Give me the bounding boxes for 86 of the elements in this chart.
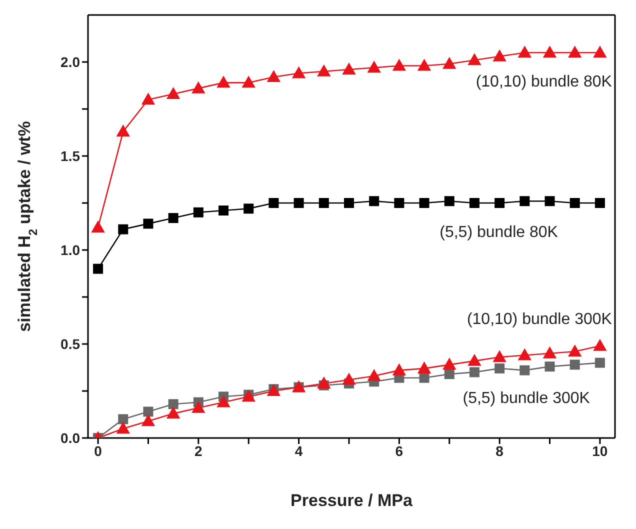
point bbox=[118, 224, 128, 234]
point bbox=[394, 198, 404, 208]
point bbox=[392, 59, 406, 71]
point bbox=[268, 198, 279, 208]
point bbox=[469, 367, 480, 378]
point bbox=[593, 46, 606, 58]
point bbox=[520, 365, 530, 376]
point bbox=[544, 362, 555, 372]
point bbox=[418, 59, 431, 71]
series-label: (10,10) bundle 300K bbox=[466, 310, 612, 328]
point bbox=[166, 407, 180, 419]
point bbox=[543, 46, 556, 58]
point bbox=[444, 196, 454, 206]
point bbox=[518, 348, 532, 360]
point bbox=[494, 198, 505, 208]
point bbox=[570, 360, 580, 370]
point bbox=[217, 396, 230, 408]
point bbox=[318, 198, 329, 208]
point bbox=[93, 264, 104, 274]
point bbox=[267, 70, 280, 82]
x-tick-label: 10 bbox=[592, 442, 608, 459]
point bbox=[242, 76, 256, 88]
point bbox=[168, 213, 178, 224]
point bbox=[166, 87, 180, 99]
y-tick-label: 1.0 bbox=[60, 242, 80, 258]
x-tick-label: 8 bbox=[496, 442, 504, 459]
point bbox=[418, 362, 431, 374]
point bbox=[568, 345, 582, 357]
point bbox=[593, 339, 606, 351]
point bbox=[116, 125, 130, 137]
point bbox=[493, 350, 506, 362]
point bbox=[518, 46, 532, 58]
series-label: (5,5) bundle 300K bbox=[462, 390, 590, 407]
y-tick-label: 1.5 bbox=[60, 148, 80, 164]
y-tick-label: 0.5 bbox=[60, 336, 80, 352]
point bbox=[344, 198, 354, 208]
x-axis-title: Pressure / MPa bbox=[290, 491, 413, 510]
series-label: (10,10) bundle 80K bbox=[476, 74, 612, 91]
point bbox=[419, 372, 430, 383]
point bbox=[520, 196, 530, 206]
point bbox=[142, 93, 155, 105]
point bbox=[368, 61, 381, 73]
point bbox=[570, 198, 580, 208]
point bbox=[543, 346, 556, 358]
point bbox=[292, 66, 306, 78]
point bbox=[469, 198, 480, 208]
point bbox=[317, 64, 330, 76]
point bbox=[192, 401, 205, 413]
series-label: (5,5) bundle 80K bbox=[440, 224, 558, 241]
y-tick-label: 2.0 bbox=[60, 54, 80, 70]
point bbox=[294, 198, 304, 208]
y-tick-label: 0.0 bbox=[60, 430, 80, 446]
point bbox=[494, 363, 505, 374]
point bbox=[317, 376, 330, 388]
point bbox=[244, 204, 254, 214]
point bbox=[193, 207, 204, 218]
point bbox=[544, 196, 555, 206]
point bbox=[442, 57, 456, 69]
x-tick-label: 4 bbox=[294, 442, 303, 459]
point bbox=[392, 364, 406, 376]
x-tick-label: 6 bbox=[395, 442, 404, 459]
point bbox=[143, 218, 154, 229]
x-tick-label: 0 bbox=[94, 442, 102, 459]
point bbox=[468, 54, 481, 66]
point bbox=[594, 198, 605, 208]
point bbox=[369, 196, 380, 206]
point bbox=[116, 422, 130, 434]
point bbox=[419, 198, 430, 208]
point bbox=[218, 206, 229, 216]
point bbox=[342, 63, 356, 75]
x-tick-label: 2 bbox=[194, 442, 203, 459]
point bbox=[368, 369, 381, 381]
point bbox=[444, 369, 454, 380]
point bbox=[142, 414, 155, 426]
point bbox=[168, 399, 178, 410]
point bbox=[92, 220, 105, 232]
point bbox=[594, 358, 605, 368]
point bbox=[568, 46, 582, 58]
point bbox=[118, 414, 128, 424]
point bbox=[192, 82, 205, 94]
point bbox=[342, 373, 356, 385]
point bbox=[493, 50, 506, 62]
point bbox=[217, 76, 230, 88]
point bbox=[442, 358, 456, 370]
point bbox=[468, 354, 481, 366]
point bbox=[143, 406, 154, 417]
